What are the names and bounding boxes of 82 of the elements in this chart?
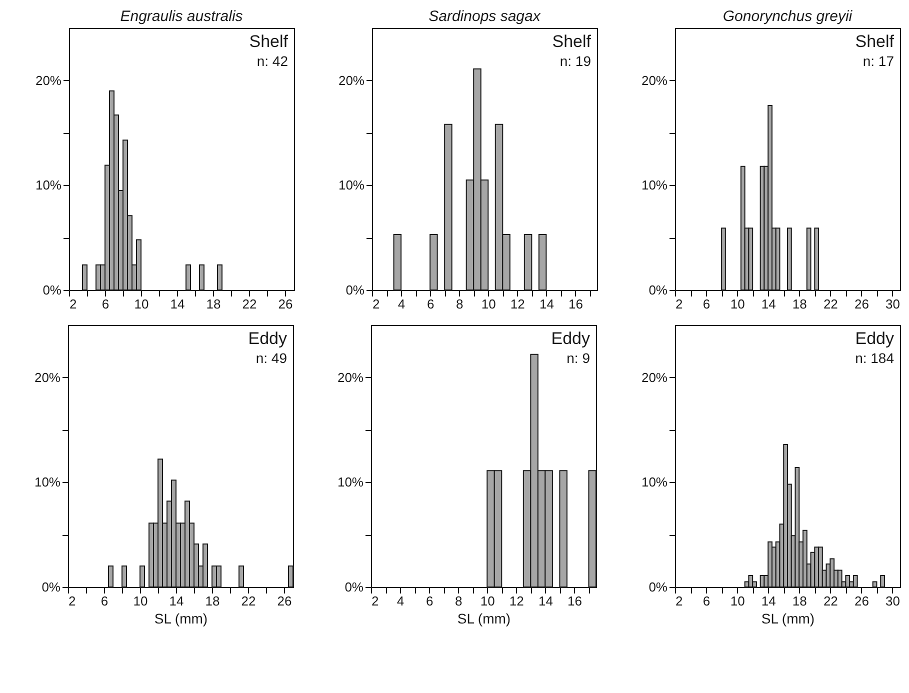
- annotation: n: 9: [566, 350, 590, 366]
- x-tick-label: 26: [278, 296, 293, 312]
- y-tick-label: 0%: [346, 282, 365, 298]
- x-axis-title: SL (mm): [154, 610, 208, 626]
- x-tick-label: 4: [396, 594, 404, 608]
- x-tick-label: 8: [456, 296, 464, 312]
- x-tick-label: 6: [426, 594, 434, 608]
- x-tick-label: 2: [372, 296, 380, 312]
- x-tick-label: 10: [480, 594, 495, 608]
- y-tick-label: 10%: [337, 474, 364, 490]
- y-tick-label: 20%: [338, 72, 365, 88]
- x-tick-label: 2: [68, 594, 76, 608]
- x-tick-label: 12: [509, 594, 524, 608]
- x-tick-label: 6: [702, 296, 710, 312]
- x-tick-label: 16: [568, 296, 583, 312]
- annotation: Eddy: [855, 329, 894, 348]
- x-tick-label: 22: [241, 594, 256, 608]
- x-tick-label: 10: [730, 296, 745, 312]
- x-tick-label: 14: [761, 594, 776, 608]
- x-tick-label: 30: [886, 594, 900, 608]
- x-tick-label: 26: [854, 296, 869, 312]
- annotation: Shelf: [855, 32, 894, 51]
- x-tick-label: 14: [170, 296, 185, 312]
- chart-title: Gonorynchus greyii: [722, 8, 853, 25]
- annotation: Shelf: [552, 32, 592, 51]
- x-tick-label: 14: [539, 296, 554, 312]
- x-tick-label: 18: [205, 594, 220, 608]
- x-tick-label: 10: [481, 296, 496, 312]
- y-tick-label: 20%: [34, 370, 61, 385]
- chart-title: Engraulis australis: [120, 8, 244, 25]
- x-tick-label: 4: [398, 296, 406, 312]
- annotation: Eddy: [551, 329, 590, 348]
- x-tick-label: 2: [676, 594, 683, 608]
- x-tick-label: 26: [277, 594, 292, 608]
- annotation: n: 42: [256, 53, 288, 69]
- x-tick-label: 22: [823, 594, 838, 608]
- x-tick-label: 30: [886, 296, 900, 312]
- x-tick-label: 6: [100, 594, 108, 608]
- x-tick-label: 18: [206, 296, 221, 312]
- x-tick-label: 2: [372, 594, 379, 608]
- y-tick-label: 20%: [35, 72, 62, 88]
- x-tick-label: 18: [792, 296, 807, 312]
- x-tick-label: 14: [538, 594, 553, 608]
- y-tick-label: 0%: [42, 282, 62, 298]
- y-tick-label: 20%: [337, 370, 364, 385]
- x-tick-label: 8: [454, 594, 462, 608]
- x-tick-label: 14: [761, 296, 776, 312]
- x-tick-label: 16: [567, 594, 582, 608]
- annotation: Shelf: [249, 32, 288, 51]
- y-tick-label: 0%: [648, 282, 668, 298]
- annotation: n: 19: [560, 53, 592, 69]
- annotation: n: 17: [862, 53, 894, 69]
- x-axis-title: SL (mm): [761, 610, 815, 626]
- annotation: n: 184: [855, 350, 894, 366]
- y-tick-label: 10%: [34, 474, 61, 490]
- y-tick-label: 10%: [641, 178, 668, 193]
- x-tick-label: 18: [792, 594, 807, 608]
- x-tick-label: 10: [730, 594, 745, 608]
- y-tick-label: 20%: [641, 370, 668, 385]
- x-axis-title: SL (mm): [457, 610, 511, 626]
- x-tick-label: 12: [510, 296, 525, 312]
- x-tick-label: 14: [169, 594, 184, 608]
- chart-title: Sardinops sagax: [428, 8, 541, 25]
- x-tick-label: 10: [134, 296, 149, 312]
- x-tick-label: 6: [426, 296, 434, 312]
- x-tick-label: 10: [133, 594, 148, 608]
- y-tick-label: 20%: [641, 72, 668, 88]
- y-tick-label: 0%: [344, 580, 364, 594]
- y-tick-label: 0%: [42, 580, 61, 594]
- x-tick-label: 22: [242, 296, 257, 312]
- y-tick-label: 10%: [641, 474, 668, 490]
- x-tick-label: 2: [676, 296, 683, 312]
- y-tick-label: 10%: [338, 178, 365, 193]
- y-tick-label: 10%: [35, 178, 62, 193]
- y-tick-label: 0%: [648, 580, 668, 594]
- x-tick-label: 6: [102, 296, 110, 312]
- x-tick-label: 26: [854, 594, 869, 608]
- annotation: n: 49: [256, 350, 288, 366]
- annotation: Eddy: [248, 329, 288, 348]
- x-tick-label: 6: [702, 594, 710, 608]
- x-tick-label: 2: [70, 296, 77, 312]
- x-tick-label: 22: [823, 296, 838, 312]
